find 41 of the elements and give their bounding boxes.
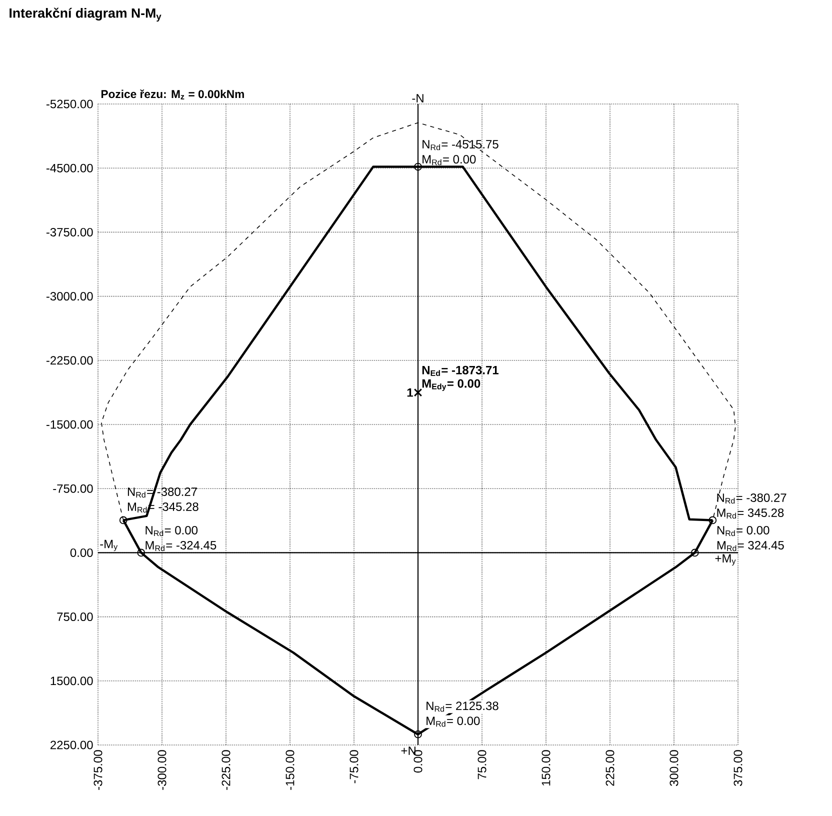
y-tick-label: -1500.00 xyxy=(46,420,93,429)
y-tick-label: 0.00 xyxy=(70,548,93,557)
x-tick-label: 75.00 xyxy=(478,750,486,780)
x-tick-label: -75.00 xyxy=(350,750,358,784)
y-tick-label: 2250.00 xyxy=(50,740,93,750)
annotation: N$_{Ed}$= -1873.71 xyxy=(422,366,499,376)
x-tick-label: -225.00 xyxy=(222,750,230,790)
annotation: M$_{Rd}$= 345.28 xyxy=(717,508,784,519)
annotation: M$_{Rd}$= -324.45 xyxy=(146,540,216,552)
x-tick-label: -375.00 xyxy=(94,750,102,790)
y-tick-label: -3000.00 xyxy=(46,292,93,301)
annotation: +M$_{y}$ xyxy=(715,554,736,566)
annotation: N$_{Rd}$= 0.00 xyxy=(717,526,770,536)
series-label: 1 xyxy=(407,388,413,397)
chart-title: Interakční diagram N-M$_{y}$ xyxy=(10,8,162,22)
annotation: N$_{Rd}$= -4515.75 xyxy=(422,140,498,150)
y-tick-label: -3750.00 xyxy=(46,228,93,236)
y-tick-label: -4500.00 xyxy=(46,164,93,172)
y-tick-label: -5250.00 xyxy=(46,100,93,108)
x-tick-label: 150.00 xyxy=(542,750,550,786)
annotation: M$_{Rd}$= 0.00 xyxy=(422,155,476,166)
x-tick-label: 225.00 xyxy=(606,750,614,786)
x-tick-label: 0.00 xyxy=(414,750,422,773)
annotation: N$_{Rd}$= 0.00 xyxy=(146,526,198,536)
x-tick-label: -300.00 xyxy=(158,750,166,790)
chart-subtitle: Pozice řezu: M$_{z}$ = 0.00kNm xyxy=(101,90,244,100)
annotation: M$_{Rd}$= 324.45 xyxy=(717,540,784,552)
x-tick-label: 300.00 xyxy=(670,750,678,786)
x-tick-label: 375.00 xyxy=(734,750,742,786)
y-tick-label: -750.00 xyxy=(53,484,93,493)
annotation: M$_{Edy}$= 0.00 xyxy=(422,379,480,391)
y-tick-label: -2250.00 xyxy=(46,356,93,365)
y-tick-label: 750.00 xyxy=(57,612,93,622)
y-tick-label: 1500.00 xyxy=(50,676,93,686)
text: -N xyxy=(412,94,424,102)
annotation: M$_{Rd}$= 0.00 xyxy=(426,716,480,727)
annotation: N$_{Rd}$= -380.27 xyxy=(717,493,786,504)
annotation: N$_{Rd}$= 2125.38 xyxy=(426,702,498,712)
annotation: N$_{Rd}$= -380.27 xyxy=(128,487,197,498)
annotation: -M$_{y}$ xyxy=(100,540,118,552)
x-tick-label: -150.00 xyxy=(286,750,294,790)
